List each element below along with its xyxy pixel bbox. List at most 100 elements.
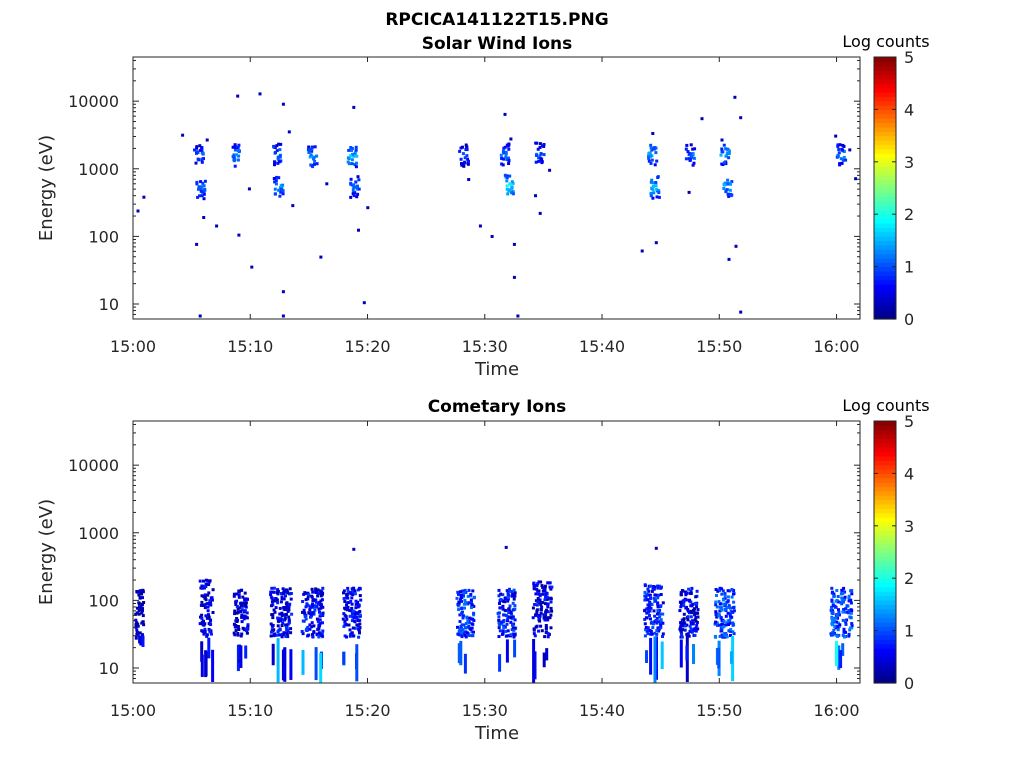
heatmap-cell: [509, 633, 513, 637]
heatmap-cell: [650, 589, 654, 593]
heatmap-cell: [456, 632, 460, 636]
heatmap-cell: [549, 597, 553, 601]
heatmap-cell: [316, 602, 320, 606]
heatmap-cell: [654, 546, 658, 550]
colorbar-segment: [874, 257, 896, 263]
heatmap-cell: [245, 627, 249, 630]
heatmap-cell: [246, 624, 250, 628]
heatmap-cell: [278, 627, 282, 631]
heatmap-cell: [211, 649, 215, 683]
heatmap-cell: [354, 145, 358, 149]
heatmap-cell: [714, 600, 718, 604]
heatmap-cell: [659, 623, 663, 627]
heatmap-cell: [200, 584, 204, 588]
heatmap-cell: [549, 587, 553, 591]
heatmap-cell: [235, 592, 239, 596]
heatmap-cell: [679, 621, 683, 625]
colorbar-segment: [874, 525, 896, 531]
heatmap-cell: [650, 158, 654, 162]
heatmap-cell: [197, 185, 201, 189]
heatmap-cell: [471, 634, 475, 638]
colorbar-segment: [874, 188, 896, 193]
heatmap-cell: [715, 621, 719, 625]
colorbar-segment: [874, 482, 896, 488]
colorbar-segment: [874, 196, 896, 202]
heatmap-cell: [682, 617, 686, 621]
heatmap-cell: [683, 624, 687, 628]
heatmap-cell: [723, 607, 727, 611]
heatmap-cell: [208, 579, 212, 583]
heatmap-cell: [511, 592, 515, 596]
heatmap-cell: [245, 629, 249, 633]
heatmap-cell: [352, 634, 356, 638]
heatmap-cell: [731, 621, 735, 625]
heatmap-cell: [282, 592, 286, 596]
heatmap-cell: [199, 180, 203, 184]
colorbar-segment: [874, 669, 896, 675]
colorbar-segment: [874, 231, 896, 237]
heatmap-cell: [458, 149, 462, 153]
heatmap-cell: [233, 148, 237, 152]
heatmap-cell: [726, 599, 730, 603]
heatmap-cell: [503, 625, 507, 629]
heatmap-cell: [731, 630, 735, 634]
heatmap-cell: [467, 159, 470, 163]
heatmap-cell: [237, 595, 241, 599]
heatmap-cell: [535, 603, 539, 607]
heatmap-cell: [659, 586, 663, 590]
heatmap-cell: [200, 613, 204, 617]
heatmap-cell: [834, 616, 838, 620]
heatmap-cell: [850, 589, 854, 593]
heatmap-cell: [202, 579, 205, 583]
heatmap-cell: [240, 608, 244, 612]
heatmap-cell: [463, 161, 467, 165]
heatmap-cell: [201, 181, 205, 185]
heatmap-cell: [656, 596, 660, 600]
heatmap-cell: [684, 147, 688, 151]
heatmap-cell: [289, 592, 293, 595]
colorbar-segment: [874, 595, 896, 601]
heatmap-cell: [655, 616, 659, 620]
heatmap-cell: [135, 630, 139, 634]
heatmap-cell: [832, 592, 836, 596]
heatmap-cell: [501, 163, 505, 167]
heatmap-cell: [459, 598, 462, 602]
y-tick-label: 100: [88, 591, 119, 610]
heatmap-cell: [693, 611, 697, 615]
heatmap-cell: [653, 614, 657, 618]
heatmap-cell: [198, 194, 202, 198]
heatmap-cell: [656, 620, 660, 624]
heatmap-cell: [356, 618, 360, 622]
heatmap-cell: [200, 146, 204, 149]
colorbar-segment: [874, 83, 896, 89]
heatmap-cell: [235, 599, 239, 603]
heatmap-cell: [837, 624, 841, 628]
heatmap-cell: [351, 609, 355, 613]
colorbar-segment: [874, 126, 896, 132]
heatmap-cell: [273, 163, 276, 167]
heatmap-cell: [273, 180, 277, 184]
heatmap-cell: [278, 153, 282, 157]
heatmap-cell: [654, 599, 658, 603]
heatmap-cell: [301, 632, 305, 636]
heatmap-cell: [203, 622, 207, 626]
heatmap-cell: [457, 600, 461, 604]
colorbar-segment: [874, 661, 896, 667]
y-tick-label: 10: [99, 295, 119, 314]
heatmap-cell: [280, 614, 284, 618]
heatmap-cell: [460, 607, 464, 610]
heatmap-cell: [358, 610, 362, 613]
heatmap-cell: [546, 602, 550, 606]
heatmap-cell: [198, 144, 202, 148]
heatmap-cell: [346, 605, 350, 609]
heatmap-cell: [837, 608, 840, 612]
colorbar-segment: [874, 240, 896, 246]
heatmap-cell: [134, 635, 138, 640]
heatmap-cell: [203, 187, 207, 191]
heatmap-cell: [546, 635, 550, 639]
heatmap-cell: [726, 619, 730, 623]
heatmap-cell: [512, 597, 516, 601]
heatmap-cell: [135, 606, 139, 610]
heatmap-cell: [308, 608, 312, 612]
heatmap-cell: [321, 614, 325, 617]
